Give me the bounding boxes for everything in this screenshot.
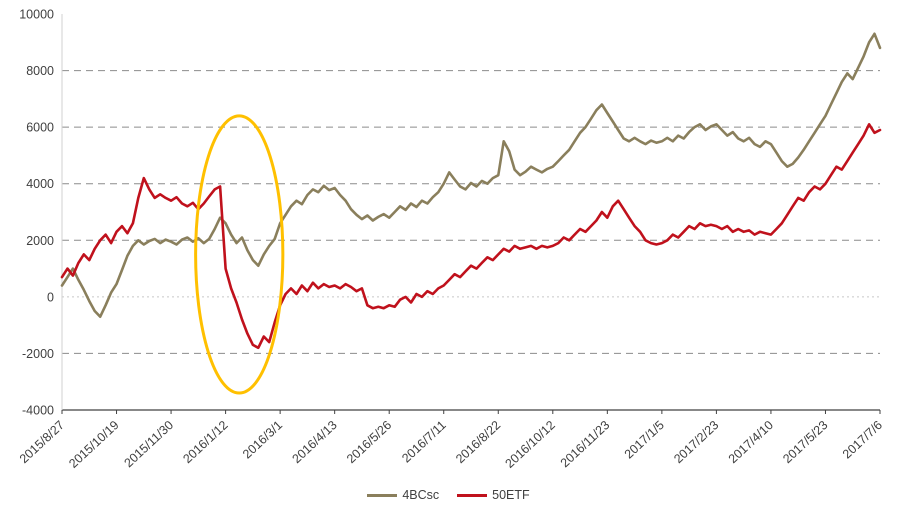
legend-item-50etf: 50ETF xyxy=(457,488,530,502)
x-axis-tick-label: 2016/8/22 xyxy=(453,418,503,466)
x-axis-tick-label: 2017/7/6 xyxy=(840,418,885,461)
y-axis-tick-label: -4000 xyxy=(22,404,54,418)
series-4bcsc-line xyxy=(60,32,882,319)
legend-swatch-50etf xyxy=(457,493,488,497)
y-axis-tick-label: 0 xyxy=(47,290,54,304)
x-axis-tick-label: 2017/1/5 xyxy=(622,418,667,461)
x-axis-tick-label: 2016/1/12 xyxy=(180,418,230,466)
series-50etf-line xyxy=(60,123,882,350)
x-axis-tick-label: 2017/4/10 xyxy=(726,418,776,466)
highlight-ellipse xyxy=(194,114,285,395)
legend-label: 4BCsc xyxy=(402,488,440,502)
x-axis-tick-label: 2016/11/23 xyxy=(558,418,613,470)
x-axis-tick-label: 2016/5/26 xyxy=(344,418,394,466)
x-axis-tick-label: 2016/3/1 xyxy=(240,418,285,461)
legend-swatch-4bcsc xyxy=(367,493,398,497)
legend-label: 50ETF xyxy=(492,488,530,502)
x-axis-tick-label: 2016/4/13 xyxy=(289,418,339,466)
y-axis-tick-label: 6000 xyxy=(26,121,54,135)
x-axis-tick-label: 2015/11/30 xyxy=(121,418,176,470)
x-axis-tick-label: 2016/7/11 xyxy=(399,418,449,466)
x-axis-tick-label: 2015/10/19 xyxy=(66,418,121,471)
legend-item-4bcsc: 4BCsc xyxy=(367,488,439,502)
y-axis-tick-label: 10000 xyxy=(19,8,54,22)
y-axis-tick-label: 2000 xyxy=(26,234,54,248)
x-axis-tick-label: 2015/8/27 xyxy=(17,418,67,466)
x-axis-tick-label: 2016/10/12 xyxy=(503,418,558,471)
x-axis-tick-label: 2017/5/23 xyxy=(780,418,830,466)
y-axis-tick-label: 8000 xyxy=(26,64,54,78)
y-axis-tick-label: 4000 xyxy=(26,177,54,191)
legend: 4BCsc 50ETF xyxy=(0,488,897,502)
y-axis-tick-label: -2000 xyxy=(22,347,54,361)
x-axis-tick-label: 2017/2/23 xyxy=(671,418,721,466)
